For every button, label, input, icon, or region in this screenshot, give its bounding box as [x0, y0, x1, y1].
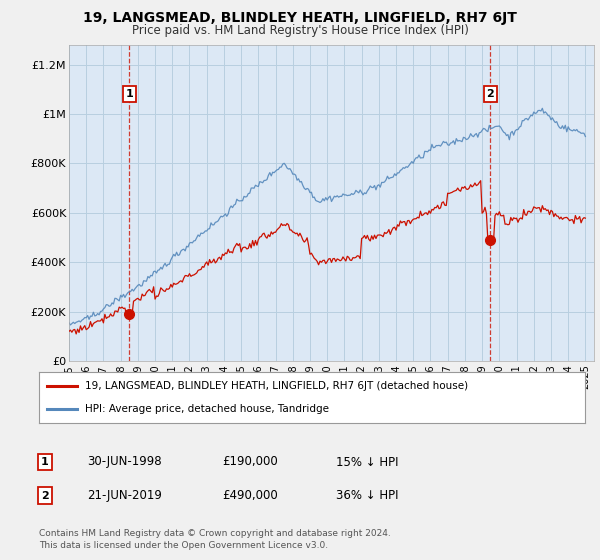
Text: Contains HM Land Registry data © Crown copyright and database right 2024.
This d: Contains HM Land Registry data © Crown c… [39, 529, 391, 550]
Text: £190,000: £190,000 [222, 455, 278, 469]
Text: 21-JUN-2019: 21-JUN-2019 [87, 489, 162, 502]
Text: 36% ↓ HPI: 36% ↓ HPI [336, 489, 398, 502]
Text: 1: 1 [125, 89, 133, 99]
Text: 30-JUN-1998: 30-JUN-1998 [87, 455, 161, 469]
Text: 1: 1 [41, 457, 49, 467]
Text: 2: 2 [487, 89, 494, 99]
Text: 19, LANGSMEAD, BLINDLEY HEATH, LINGFIELD, RH7 6JT (detached house): 19, LANGSMEAD, BLINDLEY HEATH, LINGFIELD… [85, 381, 469, 391]
Text: Price paid vs. HM Land Registry's House Price Index (HPI): Price paid vs. HM Land Registry's House … [131, 24, 469, 36]
Text: HPI: Average price, detached house, Tandridge: HPI: Average price, detached house, Tand… [85, 404, 329, 414]
Text: 19, LANGSMEAD, BLINDLEY HEATH, LINGFIELD, RH7 6JT: 19, LANGSMEAD, BLINDLEY HEATH, LINGFIELD… [83, 11, 517, 25]
Text: £490,000: £490,000 [222, 489, 278, 502]
Text: 2: 2 [41, 491, 49, 501]
Text: 15% ↓ HPI: 15% ↓ HPI [336, 455, 398, 469]
